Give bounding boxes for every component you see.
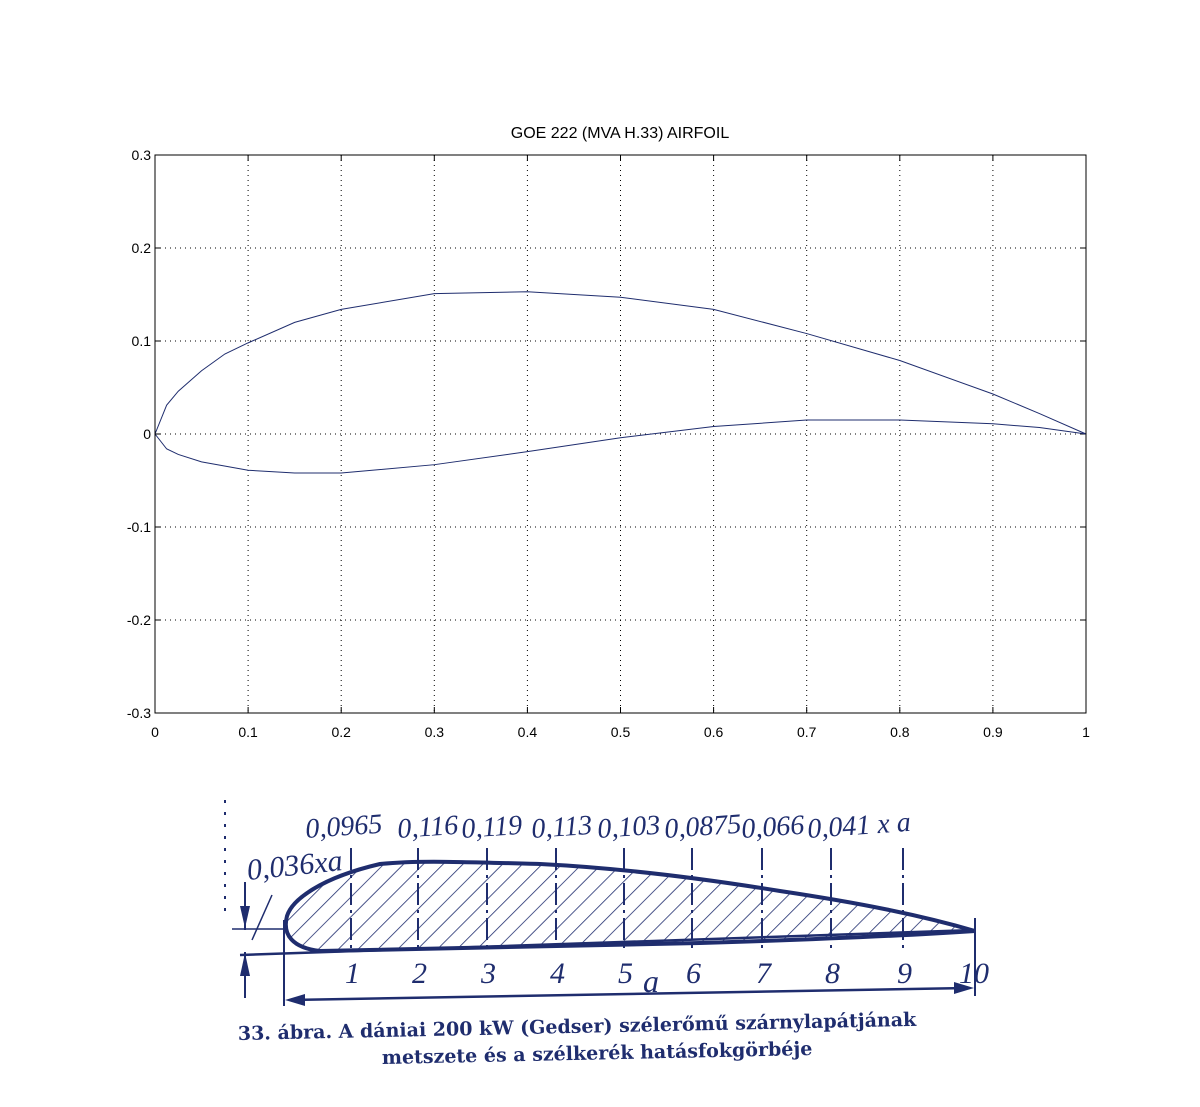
grid (154, 154, 1087, 714)
y-tick-label: -0.3 (127, 705, 151, 721)
station-number: 1 (345, 957, 360, 990)
y-tick-label: 0 (143, 426, 151, 442)
le-leader-line (251, 894, 273, 941)
le-arrow-up (240, 953, 250, 976)
station-number: 4 (550, 957, 565, 990)
x-tick-label: 0.3 (425, 724, 445, 740)
le-arrow-down (240, 906, 250, 928)
station-labels: 12345678910 (345, 957, 989, 990)
chart-title: GOE 222 (MVA H.33) AIRFOIL (511, 125, 730, 142)
x-tick-label: 0.7 (797, 724, 817, 740)
lower-surface-line (154, 419, 1087, 474)
y-tick-label: 0.3 (132, 147, 152, 163)
station-number: 6 (686, 957, 701, 990)
station-number: 9 (897, 957, 912, 990)
x-tick-label: 0.6 (704, 724, 724, 740)
x-tick-label: 0.2 (331, 724, 351, 740)
y-tick-label: 0.1 (132, 333, 152, 349)
thickness-label: 0,0965 (304, 809, 383, 845)
station-number: 5 (618, 957, 633, 990)
thickness-label: 0,041 x a (806, 807, 911, 845)
station-number: 8 (825, 957, 840, 990)
upper-surface-line (154, 291, 1087, 435)
chord-dimension-line (289, 986, 969, 1002)
caption-line-2: metszete és a szélkerék hatásfokgörbéje (382, 1038, 813, 1069)
plot-frame (154, 154, 1087, 714)
airfoil-section (283, 859, 976, 954)
chord-arrow-right (954, 982, 974, 994)
thickness-label: 0,119 (460, 810, 523, 845)
thickness-label: 0,0875 (663, 809, 742, 845)
x-tick-label: 0.9 (983, 724, 1003, 740)
caption-line-1: 33. ábra. A dániai 200 kW (Gedser) széle… (238, 1009, 918, 1045)
y-tick-label: -0.2 (127, 612, 151, 628)
airfoil-chart: GOE 222 (MVA H.33) AIRFOIL 0 0.1 0.2 0.3 0.4… (127, 125, 1090, 740)
x-tick-label: 0 (151, 724, 159, 740)
station-lines (350, 848, 904, 950)
y-tick-label: -0.1 (127, 519, 151, 535)
thickness-label: 0,066 (740, 810, 805, 845)
x-tick-label: 0.4 (518, 724, 538, 740)
x-tick-label: 1 (1082, 724, 1090, 740)
thickness-label: 0,103 (596, 810, 661, 845)
x-tick-label: 0.5 (611, 724, 631, 740)
station-number: 2 (412, 957, 427, 990)
station-number: 7 (756, 957, 773, 990)
x-tick-label: 0.8 (890, 724, 910, 740)
thickness-label: 0,113 (530, 810, 593, 845)
y-tick-labels: 0.3 0.2 0.1 0 -0.1 -0.2 -0.3 (127, 147, 151, 721)
x-tick-labels: 0 0.1 0.2 0.3 0.4 0.5 0.6 0.7 0.8 0.9 1 (151, 724, 1090, 740)
chord-line (239, 928, 976, 957)
station-number: 3 (480, 957, 496, 990)
chord-arrow-left (285, 994, 305, 1006)
x-tick-label: 0.1 (238, 724, 258, 740)
series-group (154, 291, 1087, 474)
y-tick-label: 0.2 (132, 240, 152, 256)
chord-label: a (643, 963, 659, 999)
thickness-label: 0,116 (396, 810, 459, 845)
